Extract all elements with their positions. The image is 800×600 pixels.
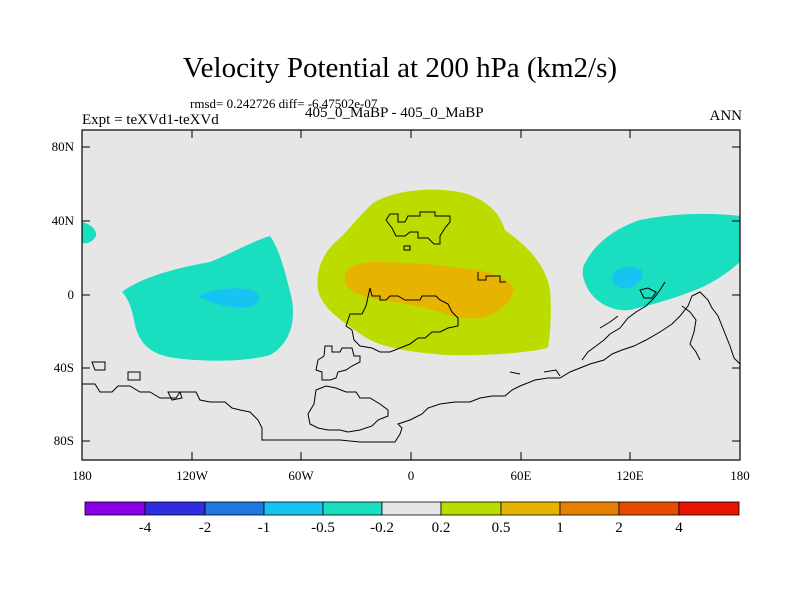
x-tick-label-180w: 180: [72, 468, 92, 483]
colorbar-swatch-9: [559, 501, 620, 516]
y-tick-label-0: 0: [67, 287, 75, 302]
experiment-label: Expt = teXVd1-teXVd: [82, 112, 219, 128]
colorbar-label-8: 1: [556, 520, 564, 536]
season-label: ANN: [709, 108, 743, 124]
colorbar-label-7: 0.5: [491, 520, 511, 536]
colorbar-label-9: 2: [615, 520, 623, 536]
x-tick-label-60e: 60E: [510, 468, 532, 483]
contour-neg-pacific-core: [611, 266, 643, 289]
case-label: 405_0_MaBP - 405_0_MaBP: [305, 105, 484, 121]
y-tick-label-40n: 40N: [51, 213, 74, 228]
contour-neg-atlantic-core: [198, 288, 260, 308]
colorbar-swatch-4: [263, 501, 324, 516]
x-tick-label-180e: 180: [730, 468, 750, 483]
colorbar-swatch-1: [84, 501, 146, 516]
y-tick-label-40s: 40S: [53, 360, 74, 375]
contour-pos-inner: [344, 262, 514, 319]
colorbar-label-6: 0.2: [431, 520, 451, 536]
colorbar-label-1: -4: [138, 520, 152, 536]
x-tick-label-120e: 120E: [616, 468, 644, 483]
colorbar-swatch-2: [144, 501, 206, 516]
colorbar-label-3: -1: [257, 520, 271, 536]
colorbar-swatch-3: [204, 501, 265, 516]
colorbar-swatch-8: [500, 501, 561, 516]
colorbar-swatch-10: [618, 501, 680, 516]
x-tick-label-0: 0: [407, 468, 415, 483]
colorbar-swatch-5: [322, 501, 383, 516]
y-tick-label-80n: 80N: [51, 139, 74, 154]
colorbar-swatch-6: [381, 501, 442, 516]
colorbar: [84, 501, 740, 516]
colorbar-swatch-7: [440, 501, 502, 516]
x-tick-label-120w: 120W: [176, 468, 208, 483]
coastlines: [82, 211, 741, 443]
y-tick-label-80s: 80S: [53, 433, 74, 448]
rmsd-diff-stats: rmsd= 0.242726 diff= -6.47502e-07: [190, 96, 378, 111]
colorbar-label-10: 4: [675, 520, 683, 536]
y-ticks: [82, 146, 740, 442]
contour-neg-pacific-east: [82, 222, 97, 244]
colorbar-label-4: -0.5: [311, 520, 335, 536]
x-ticks: [81, 130, 741, 460]
x-tick-label-60w: 60W: [288, 468, 314, 483]
colorbar-swatch-11: [678, 501, 740, 516]
colorbar-label-2: -2: [198, 520, 212, 536]
plot-title: Velocity Potential at 200 hPa (km2/s): [182, 52, 618, 84]
colorbar-label-5: -0.2: [370, 520, 394, 536]
